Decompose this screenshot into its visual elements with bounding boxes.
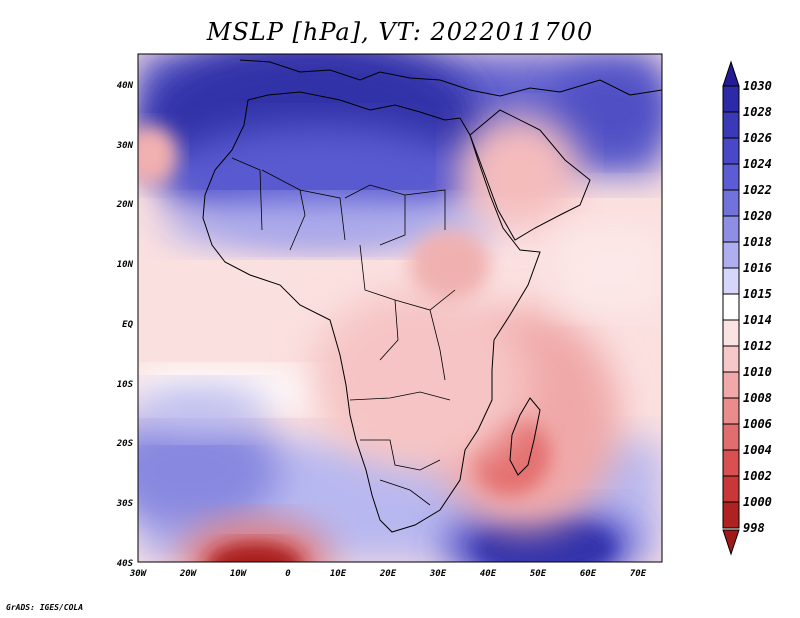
lon-tick: 30W: [129, 569, 148, 579]
lat-tick: 40S: [117, 559, 134, 569]
lat-tick: EQ: [122, 320, 133, 330]
colorbar-swatch: [722, 423, 740, 451]
colorbar-label: 1008: [743, 391, 772, 405]
lon-tick: 60E: [580, 569, 597, 579]
arabia-outline: [469, 109, 591, 241]
lat-tick: 40N: [117, 81, 134, 91]
colorbar-label: 1004: [743, 443, 772, 457]
colorbar-top-arrow: [722, 60, 740, 87]
colorbar-label: 1002: [743, 469, 772, 483]
lat-tick: 10N: [117, 260, 134, 270]
colorbar-swatch: [722, 85, 740, 113]
colorbar-label: 1000: [743, 495, 772, 509]
lat-tick: 20S: [116, 439, 134, 449]
colorbar-swatch: [722, 241, 740, 269]
colorbar-label: 1010: [743, 365, 772, 379]
lat-tick: 10S: [117, 380, 134, 390]
colorbar-swatch: [722, 137, 740, 165]
colorbar-label: 1026: [743, 131, 772, 145]
colorbar-swatch: [722, 319, 740, 347]
lon-tick: 10E: [330, 569, 347, 579]
africa-coastline: [202, 91, 541, 533]
lon-ticks: 30W 20W 10W 0 10E 20E 30E 40E 50E 60E 70…: [129, 569, 647, 579]
colorbar-swatch: [722, 501, 740, 529]
colorbar-label: 1030: [743, 79, 772, 93]
colorbar-swatch: [722, 345, 740, 373]
colorbar-swatch: [722, 397, 740, 425]
lon-tick: 20E: [379, 569, 397, 579]
lon-tick: 30E: [429, 569, 447, 579]
colorbar-label: 1020: [743, 209, 772, 223]
lat-tick: 30S: [116, 499, 134, 509]
colorbar-swatch: [722, 267, 740, 295]
map-frame: [137, 53, 663, 563]
colorbar-label: 1024: [743, 157, 772, 171]
lat-tick: 20N: [116, 200, 134, 210]
colorbar-label: 1022: [743, 183, 772, 197]
lon-tick: 0: [285, 569, 291, 579]
lon-tick: 50E: [530, 569, 547, 579]
colorbar-label: 1016: [743, 261, 772, 275]
country-borders: [231, 157, 456, 506]
lon-tick: 40E: [480, 569, 497, 579]
colorbar-swatch: [722, 189, 740, 217]
lat-tick: 30N: [116, 141, 134, 151]
colorbar-label: 1014: [743, 313, 772, 327]
colorbar-label: 1018: [743, 235, 772, 249]
colorbar-swatch: [722, 163, 740, 191]
colorbar-swatch: [722, 111, 740, 139]
europe-coast: [239, 59, 662, 97]
colorbar-label: 1015: [743, 287, 772, 301]
madagascar-outline: [509, 397, 541, 476]
lon-tick: 20W: [179, 569, 198, 579]
map-title: MSLP [hPa], VT: 2022011700: [206, 18, 594, 46]
colorbar-swatch: [722, 449, 740, 477]
colorbar-label: 1028: [743, 105, 772, 119]
pressure-field: [138, 54, 662, 562]
colorbar-swatch: [722, 293, 740, 321]
colorbar-swatch: [722, 215, 740, 243]
colorbar-labels: 1030 1028 1026 1024 1022 1020 1018 1016 …: [743, 79, 772, 535]
colorbar-swatch: [722, 475, 740, 503]
lat-ticks: 40N 30N 20N 10N EQ 10S 20S 30S 40S: [116, 81, 134, 569]
colorbar-swatch: [722, 371, 740, 399]
colorbar-label: 1012: [743, 339, 772, 353]
lon-tick: 70E: [630, 569, 647, 579]
lon-tick: 10W: [230, 569, 248, 579]
footer-credit: GrADS: IGES/COLA: [6, 603, 84, 612]
colorbar-bottom-arrow: [722, 529, 740, 556]
colorbar: 1030 1028 1026 1024 1022 1020 1018 1016 …: [722, 60, 772, 556]
colorbar-label: 998: [743, 521, 765, 535]
colorbar-label: 1006: [743, 417, 772, 431]
